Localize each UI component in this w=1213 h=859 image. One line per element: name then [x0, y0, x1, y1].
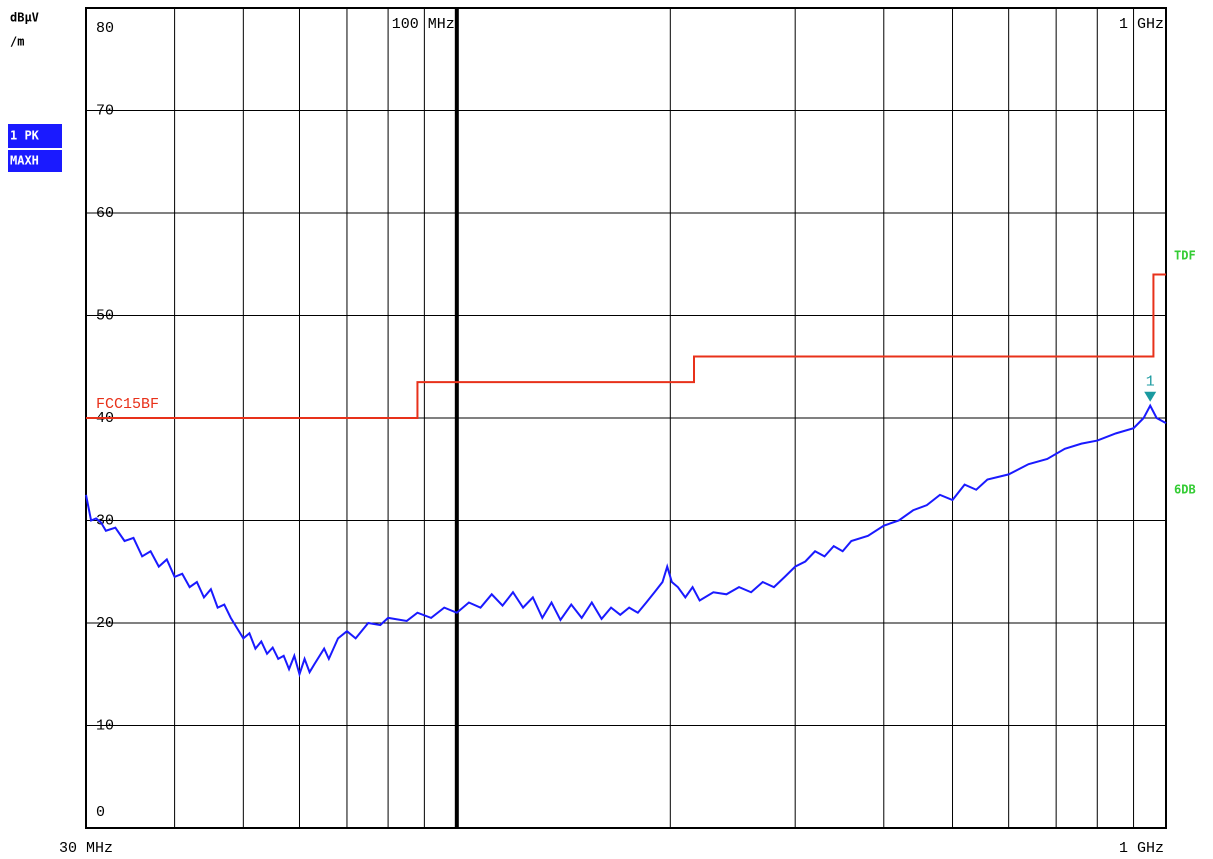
y-tick-label: 20	[96, 615, 114, 632]
x-axis-end-label: 1 GHz	[1119, 840, 1164, 857]
trace-label-box	[8, 124, 62, 148]
trace-label-box	[8, 150, 62, 172]
limit-line-label: FCC15BF	[96, 396, 159, 413]
y-tick-label: 60	[96, 205, 114, 222]
y-tick-label: 10	[96, 717, 114, 734]
side-label: 6DB	[1174, 483, 1196, 497]
y-tick-label: 70	[96, 102, 114, 119]
x-tick-label: 1 GHz	[1119, 16, 1164, 33]
trace-label: MAXH	[10, 154, 39, 168]
side-label: TDF	[1174, 249, 1196, 263]
y-tick-label: 0	[96, 804, 105, 821]
x-tick-label: 100 MHz	[392, 16, 455, 33]
marker-label: 1	[1146, 374, 1155, 391]
y-unit: /m	[10, 35, 24, 49]
y-tick-label: 30	[96, 512, 114, 529]
x-axis-start-label: 30 MHz	[59, 840, 113, 857]
y-tick-label: 80	[96, 20, 114, 37]
limit-line	[86, 273, 1166, 419]
marker	[1144, 391, 1157, 402]
y-unit: dBµV	[10, 11, 39, 25]
trace-line	[85, 403, 1167, 678]
trace-label: 1 PK	[10, 129, 40, 143]
y-tick-label: 50	[96, 307, 114, 324]
